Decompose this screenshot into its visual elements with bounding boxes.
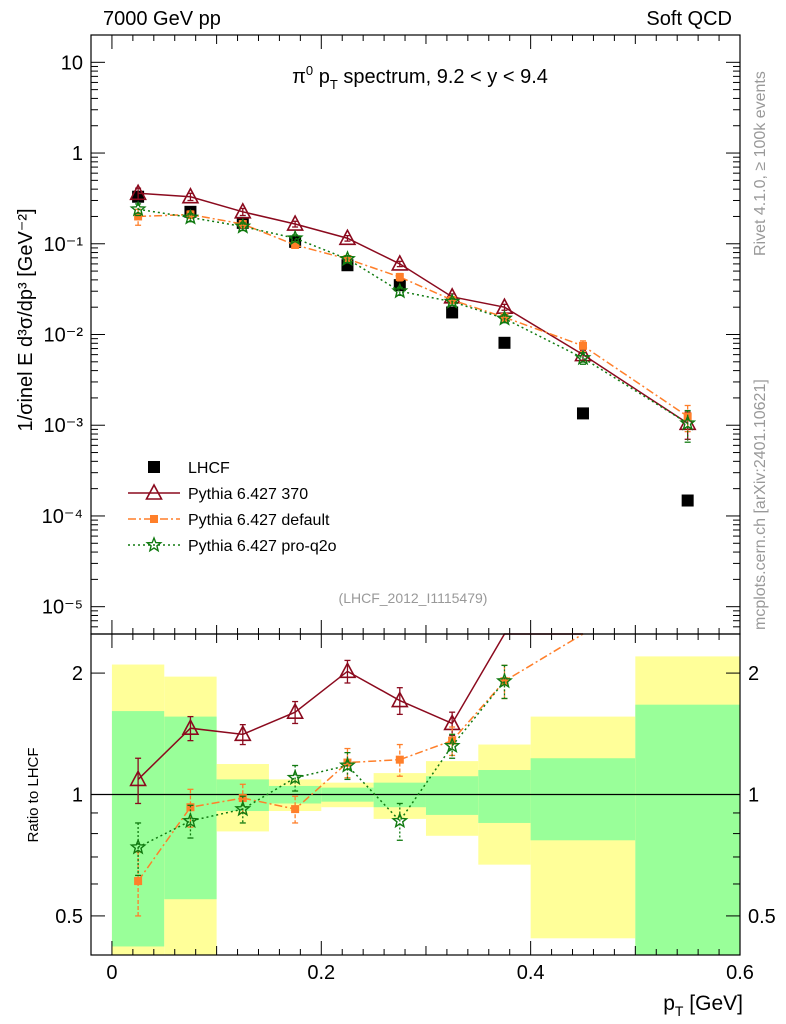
xtick-label: 0.2 [307, 962, 335, 984]
inner-uncertainty-band [635, 704, 740, 955]
main-pythia-6-427-370-point [181, 187, 200, 204]
ratio-pythia-6-427-pro-q2o-point [443, 736, 461, 754]
main-pythia-6-427-370-line [138, 192, 689, 424]
ratio-pythia-6-427-pro-q2o-point [234, 800, 252, 817]
main-lhcf-point [576, 407, 589, 420]
main-pythia-6-427-pro-q2o-line [137, 208, 689, 424]
main-pythia-6-427-370-point [678, 413, 697, 431]
plot-frames [90, 34, 741, 956]
xlabel: pT [GeV] [663, 992, 743, 1019]
main-pythia-6-427-default-point [500, 313, 509, 322]
ratio-uncertainty-bands [111, 656, 740, 955]
ratio-pythia-6-427-default-point [134, 877, 143, 886]
ratio-pythia-6-427-pro-q2o-point [129, 838, 147, 855]
main-ytick-label: 1 [72, 143, 83, 165]
main-pythia-6-427-370-point [338, 228, 357, 246]
analysis-id-label: (LHCF_2012_I1115479) [339, 590, 488, 606]
ratio-ytick-label-right: 0.5 [748, 906, 776, 928]
category-label: Soft QCD [646, 8, 732, 30]
ratio-pythia-6-427-370-point [181, 718, 200, 736]
xtick-label: 0.4 [517, 962, 545, 984]
main-pythia-6-427-pro-q2o-point [181, 208, 199, 225]
legend-label: Pythia 6.427 default [188, 512, 330, 529]
legend-label: Pythia 6.427 370 [188, 486, 308, 503]
main-pythia-6-427-pro-q2o-point [129, 200, 147, 217]
energy-label: 7000 GeV pp [103, 8, 221, 30]
legend-marker [150, 515, 158, 523]
ratio-pythia-6-427-default-point [500, 677, 509, 686]
main-pythia-6-427-pro-q2o-point [443, 292, 461, 309]
ratio-frame [90, 633, 741, 956]
legend-label: Pythia 6.427 pro-q2o [188, 538, 337, 555]
legend-marker [148, 461, 160, 473]
main-pythia-6-427-default-point [291, 240, 300, 249]
ratio-pythia-6-427-370-point [233, 724, 252, 742]
main-data-series [129, 183, 697, 507]
ratio-pythia-6-427-370-point [286, 702, 304, 719]
main-pythia-6-427-pro-q2o-point [286, 229, 304, 246]
main-pythia-6-427-370-point [390, 254, 409, 271]
main-pythia-6-427-default-point [395, 273, 404, 282]
main-lhcf-point [446, 306, 459, 319]
main-pythia-6-427-pro-q2o-point [234, 217, 252, 234]
inner-uncertainty-band [425, 776, 479, 815]
main-ytick-label: 10⁻³ [44, 415, 84, 437]
legend-marker [145, 536, 163, 553]
legend-marker [145, 483, 163, 500]
main-lhcf-point [681, 494, 694, 507]
main-pythia-6-427-default-point [134, 212, 143, 221]
inner-uncertainty-band [478, 770, 531, 823]
ratio-ytick-label: 0.5 [55, 906, 83, 928]
ratio-ytick-label-right: 2 [748, 663, 759, 685]
ratio-pythia-6-427-default-point [291, 805, 300, 814]
main-pythia-6-427-pro-q2o-point [574, 349, 592, 366]
plot-title: π0 pT spectrum, 9.2 < y < 9.4 [292, 63, 548, 92]
ratio-ylabel: Ratio to LHCF [25, 747, 42, 842]
ratio-pythia-6-427-pro-q2o-line [137, 680, 506, 848]
ratio-pythia-6-427-pro-q2o-point [181, 811, 199, 829]
main-ylabel: 1/σinel E d³σ/dp³ [GeV⁻²] [15, 208, 37, 431]
ratio-ytick-label: 2 [72, 663, 83, 685]
legend-label: LHCF [188, 460, 230, 477]
ratio-pythia-6-427-370-point [338, 661, 357, 679]
main-pythia-6-427-pro-q2o-point [679, 414, 697, 431]
main-pythia-6-427-pro-q2o-point [495, 309, 513, 326]
main-pythia-6-427-default-line [138, 213, 689, 418]
main-ytick-label: 10 [61, 52, 83, 74]
inner-uncertainty-band [530, 758, 636, 841]
xtick-label: 0 [106, 962, 117, 984]
main-ytick-label: 10⁻¹ [44, 234, 84, 256]
main-lhcf-point [498, 336, 511, 349]
main-ytick-label: 10⁻² [44, 325, 84, 347]
main-ytick-label: 10⁻⁴ [42, 506, 83, 528]
main-pythia-6-427-pro-q2o-point [391, 282, 409, 299]
ratio-pythia-6-427-pro-q2o-point [338, 756, 356, 773]
ratio-pythia-6-427-pro-q2o-point [391, 811, 409, 829]
main-pythia-6-427-pro-q2o-point [338, 250, 356, 267]
ratio-pythia-6-427-370-point [129, 769, 147, 787]
ratio-ytick-label-right: 1 [748, 785, 759, 807]
main-axes: 10 1 10⁻¹ 10⁻² 10⁻³ 10⁻⁴ 10⁻⁵ 0 0.2 0.4 0.6 2 2 1 1 0.5… [42, 34, 776, 984]
xtick-label: 0.6 [726, 962, 754, 984]
ratio-data-series [129, 633, 584, 917]
main-ytick-label: 10⁻⁵ [42, 597, 83, 619]
ratio-ytick-label: 1 [72, 785, 83, 807]
main-pythia-6-427-default-point [578, 341, 587, 350]
ratio-pythia-6-427-default-point [395, 755, 404, 764]
ratio-pythia-6-427-pro-q2o-point [495, 672, 513, 689]
ratio-pythia-6-427-370-point [390, 690, 409, 708]
ratio-pythia-6-427-pro-q2o-point [286, 768, 304, 786]
legend: LHCF Pythia 6.427 370 Pythia 6.427 default… [128, 460, 337, 555]
main-pythia-6-427-370-point [129, 183, 147, 201]
